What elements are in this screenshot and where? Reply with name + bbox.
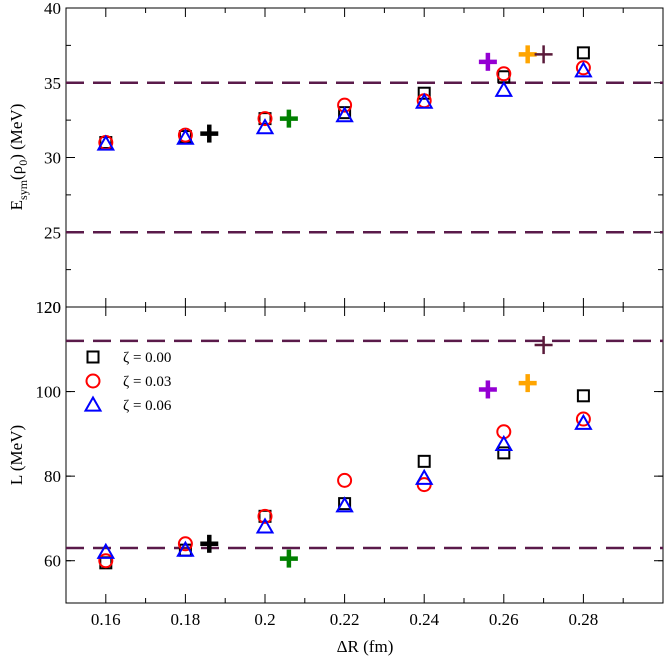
bottom-y-axis-title: L (MeV): [7, 425, 26, 485]
bottom-point-square: [497, 446, 511, 460]
x-tick-label: 0.28: [569, 610, 599, 629]
bottom-cross-marker: [478, 380, 497, 399]
ylabel-sub: sym: [16, 179, 30, 200]
bottom-point-triangle: [255, 517, 275, 534]
top-panel: 20 25 30 35 40: [44, 0, 664, 317]
bottom-point-triangle: [414, 468, 434, 485]
top-cross-marker: [518, 45, 537, 64]
x-axis-title: ΔR (fm): [337, 637, 394, 656]
legend: ζ = 0.00 ζ = 0.03 ζ = 0.06: [83, 350, 172, 414]
top-cross-marker: [478, 52, 497, 71]
top-y-tick-label: 20: [44, 298, 61, 317]
x-tick-label: 0.24: [409, 610, 439, 629]
top-cross-marker: [534, 45, 553, 64]
x-tick-label: 0.22: [330, 610, 360, 629]
top-point-circle: [496, 66, 512, 82]
x-tick-label: 0.2: [254, 610, 275, 629]
bottom-point-triangle: [335, 496, 354, 513]
top-point-circle: [257, 111, 273, 127]
top-point-triangle: [494, 80, 514, 97]
legend-marker-square: [86, 350, 100, 364]
bottom-point-square: [576, 389, 590, 403]
x-tick-label: 0.26: [489, 610, 519, 629]
x-tick-label: 0.16: [91, 610, 121, 629]
axis-labels: Esym(ρ0) (MeV) L (MeV) ΔR (fm): [7, 104, 393, 656]
bottom-point-square: [417, 454, 431, 468]
ylabel-rest-1: (ρ: [7, 166, 26, 180]
bottom-panel: 60 80 100 120 0.16 0.18 0.2 0.22 0.24 0.26 0.28 ζ =…: [36, 298, 664, 629]
top-point-square: [576, 46, 590, 60]
ylabel-rest-2: ) (MeV): [7, 104, 26, 160]
bottom-point-triangle: [574, 413, 593, 430]
bottom-point-circle: [575, 411, 591, 427]
bottom-y-tick-label: 80: [44, 467, 61, 486]
bottom-y-tick-label: 100: [36, 383, 62, 402]
top-point-triangle: [96, 134, 116, 151]
legend-marker-circle: [85, 373, 101, 389]
top-cross-marker: [200, 124, 219, 143]
top-cross-marker: [279, 109, 298, 128]
bottom-point-triangle: [96, 542, 116, 559]
top-y-axis-title: Esym(ρ0) (MeV): [7, 104, 30, 211]
top-point-triangle: [335, 106, 354, 123]
ylabel-rest-sub: 0: [16, 160, 30, 166]
top-point-triangle: [574, 61, 593, 78]
legend-label: ζ = 0.06: [123, 398, 172, 414]
top-point-square: [417, 86, 431, 100]
bottom-point-triangle: [176, 540, 195, 557]
top-plot-frame: [65, 7, 664, 308]
bottom-y-tick-label: 120: [36, 298, 62, 317]
bottom-cross-marker: [518, 374, 537, 393]
top-y-tick-label: 25: [44, 223, 61, 242]
top-point-triangle: [255, 118, 275, 135]
legend-label: ζ = 0.03: [123, 374, 171, 390]
bottom-point-circle: [177, 536, 193, 552]
top-y-tick-label: 40: [44, 0, 61, 18]
legend-marker-triangle: [83, 395, 103, 412]
top-point-triangle: [176, 128, 195, 145]
x-tick-label: 0.18: [171, 610, 201, 629]
bottom-cross-marker: [534, 336, 553, 355]
bottom-point-circle: [98, 553, 114, 569]
bottom-cross-marker: [279, 549, 298, 568]
legend-label: ζ = 0.00: [123, 350, 171, 366]
ylabel-main: E: [7, 200, 26, 210]
top-y-tick-label: 30: [44, 149, 61, 168]
bottom-cross-marker: [200, 534, 219, 553]
bottom-point-circle: [257, 508, 273, 524]
bottom-point-triangle: [494, 434, 514, 452]
top-point-triangle: [414, 92, 434, 109]
bottom-point-circle: [337, 472, 353, 488]
top-point-circle: [337, 97, 353, 113]
bottom-y-tick-label: 60: [44, 552, 61, 571]
top-y-tick-label: 35: [44, 74, 61, 93]
bottom-plot-frame: [65, 306, 664, 604]
